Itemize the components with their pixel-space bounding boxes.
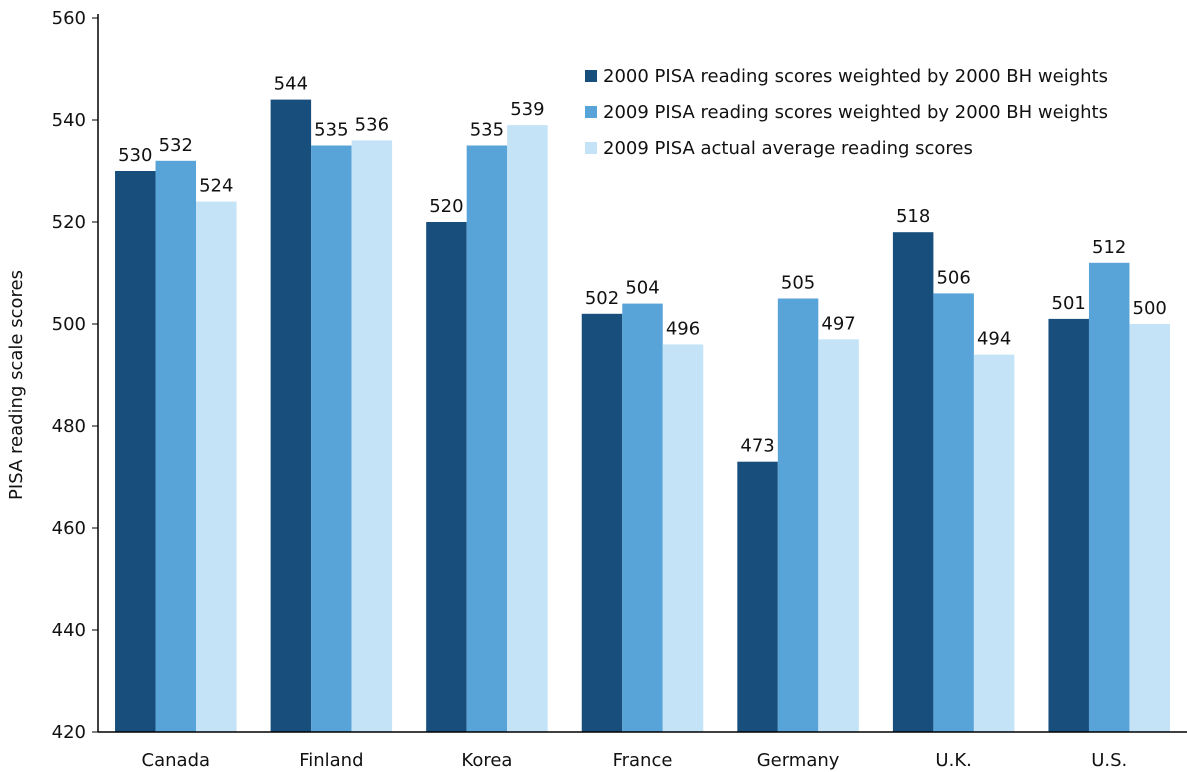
- x-tick-label: Germany: [757, 750, 840, 771]
- bar: [622, 303, 663, 732]
- y-tick-label: 420: [52, 722, 86, 743]
- bar: [115, 171, 156, 732]
- value-label: 473: [740, 436, 774, 457]
- bar: [466, 145, 508, 732]
- value-label: 536: [355, 114, 389, 135]
- value-label: 518: [896, 206, 930, 227]
- bar: [973, 354, 1015, 732]
- bar: [311, 145, 352, 732]
- y-tick-label: 540: [52, 110, 86, 131]
- legend-swatch: [585, 106, 597, 118]
- value-label: 496: [666, 318, 700, 339]
- legend-swatch: [585, 142, 597, 154]
- y-tick-label: 500: [52, 314, 86, 335]
- value-label: 535: [314, 120, 348, 141]
- legend-swatch: [585, 70, 597, 82]
- bar: [196, 201, 237, 733]
- bar: [1048, 318, 1089, 732]
- bar: [777, 298, 819, 732]
- bar: [507, 125, 548, 733]
- bar: [933, 293, 974, 732]
- value-label: 520: [429, 196, 463, 217]
- bar: [892, 232, 934, 732]
- value-label: 504: [625, 278, 659, 299]
- value-label: 539: [510, 99, 544, 120]
- value-label: 502: [585, 288, 619, 309]
- y-tick-label: 520: [52, 212, 86, 233]
- x-tick-label: Korea: [461, 750, 512, 771]
- bar: [351, 140, 393, 732]
- value-label: 497: [821, 313, 855, 334]
- y-tick-label: 480: [52, 416, 86, 437]
- bar: [662, 344, 704, 732]
- value-label: 544: [274, 74, 308, 95]
- bar: [818, 339, 859, 732]
- legend-label: 2009 PISA reading scores weighted by 200…: [603, 102, 1108, 123]
- bar: [1129, 324, 1170, 732]
- bar: [1088, 262, 1130, 732]
- y-tick-label: 560: [52, 8, 86, 29]
- legend-label: 2009 PISA actual average reading scores: [603, 138, 973, 159]
- bar: [737, 461, 778, 732]
- value-label: 501: [1052, 293, 1086, 314]
- bar: [270, 99, 312, 733]
- legend-label: 2000 PISA reading scores weighted by 200…: [603, 66, 1108, 87]
- bar: [155, 160, 197, 733]
- y-axis-title: PISA reading scale scores: [6, 270, 27, 500]
- value-label: 535: [470, 120, 504, 141]
- x-tick-label: U.K.: [935, 750, 971, 771]
- value-label: 530: [118, 145, 152, 166]
- value-label: 532: [159, 135, 193, 156]
- value-label: 494: [977, 329, 1011, 350]
- value-label: 505: [781, 273, 815, 294]
- y-tick-label: 440: [52, 620, 86, 641]
- y-tick-label: 460: [52, 518, 86, 539]
- x-tick-label: France: [613, 750, 673, 771]
- value-label: 506: [936, 267, 970, 288]
- bar: [426, 222, 467, 732]
- value-label: 524: [199, 176, 233, 197]
- value-label: 512: [1092, 237, 1126, 258]
- x-tick-label: U.S.: [1091, 750, 1127, 771]
- x-tick-label: Canada: [142, 750, 211, 771]
- value-label: 500: [1133, 298, 1167, 319]
- bar: [581, 313, 623, 732]
- x-tick-label: Finland: [299, 750, 363, 771]
